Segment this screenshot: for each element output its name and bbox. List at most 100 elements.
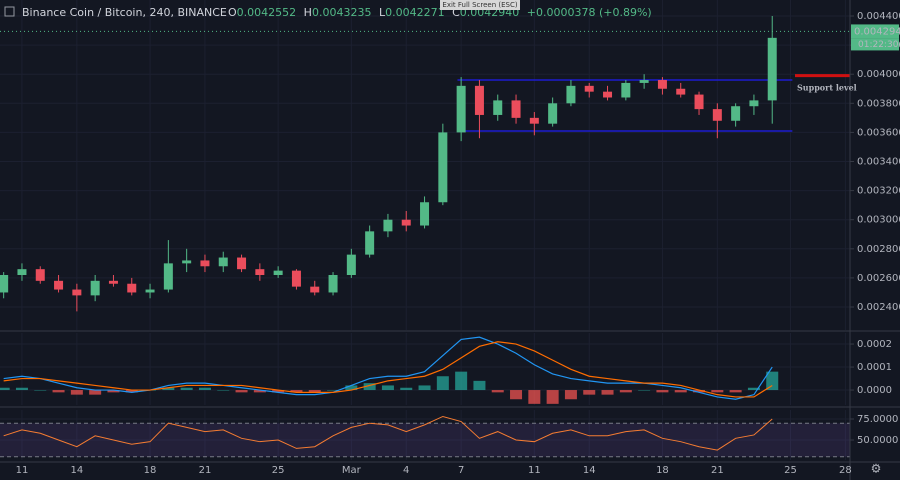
y-tick-label: 0.0028000: [857, 244, 900, 255]
y-tick-label: 0.0036000: [857, 127, 900, 138]
candle-body: [657, 80, 667, 89]
candle-body: [108, 280, 118, 284]
candle-body: [90, 280, 100, 296]
rsi-line: [3, 415, 773, 451]
countdown-tag: [851, 38, 899, 51]
support-label: Support level: [797, 83, 857, 93]
x-tick-label: 11: [528, 465, 541, 476]
rsi-band: [0, 423, 850, 457]
histogram-bar: [491, 390, 504, 393]
y-tick-label: 0.0040000: [857, 69, 900, 80]
ohlc-value: 0.0043235: [312, 6, 372, 19]
tooltip-box[interactable]: [440, 0, 520, 10]
x-tick-label: 21: [711, 465, 724, 476]
histogram-bar: [308, 390, 321, 393]
collapse-icon[interactable]: [4, 6, 15, 17]
histogram-bar: [601, 390, 614, 395]
ohlc-value: 0.0042552: [237, 6, 297, 19]
candle-body: [54, 280, 64, 290]
candle-body: [603, 91, 613, 98]
candle-body: [639, 80, 649, 83]
candle-body: [767, 37, 777, 101]
ohlc-label: L: [379, 6, 386, 19]
candle-body: [529, 117, 539, 124]
histogram-bar: [564, 390, 577, 400]
last-price-label: 0.0042940: [854, 26, 900, 37]
countdown: 01:22:30: [858, 40, 899, 50]
x-tick-label: 25: [272, 465, 285, 476]
candle-body: [694, 94, 704, 110]
candle-body: [346, 254, 356, 275]
settings-icon[interactable]: ⚙: [871, 462, 882, 476]
y-tick-label: 75.0000: [857, 414, 898, 425]
y-tick-label: 0.0024000: [857, 302, 900, 313]
histogram-bar: [619, 390, 632, 393]
ohlc-legend: O0.0042552 H0.0043235 L0.0042271 C0.0042…: [228, 6, 652, 19]
candle-body: [420, 202, 430, 226]
histogram-bar: [198, 387, 211, 391]
ohlc-label: C: [452, 6, 460, 19]
y-tick-label: 0.0002: [857, 339, 892, 350]
candle-body: [548, 103, 558, 124]
histogram-bar: [729, 390, 742, 393]
marks: [0, 16, 850, 451]
histogram-bar: [400, 387, 413, 391]
candle-body: [17, 269, 27, 275]
y-tick-label: 0.0001: [857, 362, 892, 373]
histogram-bar: [711, 390, 724, 393]
histogram-bar: [510, 390, 523, 400]
histogram-bar: [89, 390, 102, 395]
tooltip[interactable]: Exit Full Screen (ESC): [442, 1, 517, 9]
candle-body: [438, 132, 448, 203]
candle-body: [218, 257, 228, 267]
histogram-bar: [125, 390, 138, 393]
candle-body: [401, 219, 411, 226]
histogram-bar: [253, 390, 266, 393]
y-tick-label: 0.0032000: [857, 186, 900, 197]
histogram-bar: [34, 390, 47, 391]
grid: [0, 0, 850, 460]
y-tick-label: 0.0044000: [857, 11, 900, 22]
histogram-bar: [52, 390, 65, 393]
x-tick-label: 11: [16, 465, 29, 476]
last-price-tag: [851, 24, 899, 39]
candle-body: [474, 85, 484, 115]
histogram-bar: [162, 387, 175, 391]
candle-body: [731, 106, 741, 121]
y-tick-label: 0.0026000: [857, 273, 900, 284]
y-tick-label: 0.0038000: [857, 98, 900, 109]
histogram-bar: [107, 390, 120, 393]
histogram-bar: [381, 385, 394, 391]
x-tick-label: 18: [144, 465, 157, 476]
histogram-bar: [290, 390, 303, 393]
histogram-bar: [693, 390, 706, 393]
chart-title: Binance Coin / Bitcoin, 240, BINANCE: [22, 6, 227, 19]
histogram-bar: [473, 380, 486, 391]
y-tick-label: 50.0000: [857, 435, 898, 446]
histogram-bar: [15, 387, 28, 391]
candle-body: [511, 100, 521, 118]
candle-body: [163, 263, 173, 290]
candle-body: [621, 82, 631, 98]
candle-body: [310, 286, 320, 293]
histogram-bar: [217, 390, 230, 391]
candle-body: [237, 257, 247, 270]
x-tick-label: 18: [656, 465, 669, 476]
indicator-line: [3, 341, 773, 398]
candle-body: [72, 289, 82, 296]
candle-body: [749, 100, 759, 107]
histogram-bar: [363, 383, 376, 391]
x-tick-label: 14: [70, 465, 83, 476]
candle-body: [493, 100, 503, 115]
histogram-bar: [674, 390, 687, 393]
y-tick-label: 0.0034000: [857, 157, 900, 168]
x-tick-label: Mar: [342, 465, 362, 476]
x-tick-label: 21: [199, 465, 212, 476]
candle-body: [255, 269, 265, 275]
change: +0.0000378 (+0.89%): [527, 6, 652, 19]
histogram-bar: [638, 390, 651, 391]
histogram-bar: [345, 385, 358, 391]
candle-body: [456, 85, 466, 133]
